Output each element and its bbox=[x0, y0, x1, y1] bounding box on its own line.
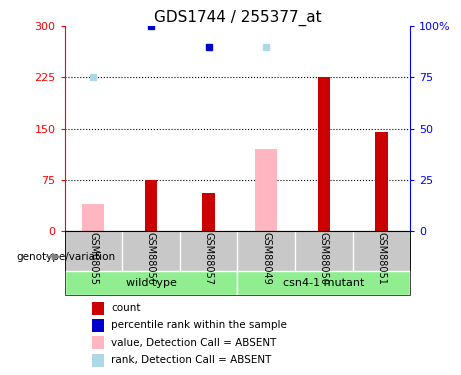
Text: GSM88055: GSM88055 bbox=[89, 232, 98, 285]
Bar bbox=[65, 231, 410, 271]
Bar bbox=[65, 271, 237, 295]
Bar bbox=[145, 180, 157, 231]
Text: count: count bbox=[111, 303, 141, 313]
Bar bbox=[92, 319, 104, 332]
Text: csn4-1 mutant: csn4-1 mutant bbox=[283, 278, 365, 288]
Title: GDS1744 / 255377_at: GDS1744 / 255377_at bbox=[154, 10, 321, 26]
Bar bbox=[202, 194, 215, 231]
Bar bbox=[83, 204, 104, 231]
Bar bbox=[92, 302, 104, 315]
Text: percentile rank within the sample: percentile rank within the sample bbox=[111, 321, 287, 330]
Text: GSM88057: GSM88057 bbox=[204, 232, 213, 285]
Bar bbox=[237, 271, 410, 295]
Bar bbox=[318, 78, 330, 231]
Text: rank, Detection Call = ABSENT: rank, Detection Call = ABSENT bbox=[111, 355, 272, 365]
Text: genotype/variation: genotype/variation bbox=[16, 252, 115, 262]
Text: GSM88050: GSM88050 bbox=[319, 232, 329, 285]
Text: GSM88051: GSM88051 bbox=[377, 232, 386, 285]
Text: value, Detection Call = ABSENT: value, Detection Call = ABSENT bbox=[111, 338, 277, 348]
Bar bbox=[92, 354, 104, 367]
Bar bbox=[92, 336, 104, 350]
Bar bbox=[255, 149, 277, 231]
Text: wild type: wild type bbox=[125, 278, 177, 288]
Text: GSM88049: GSM88049 bbox=[261, 232, 271, 285]
Bar bbox=[375, 132, 388, 231]
Text: GSM88056: GSM88056 bbox=[146, 232, 156, 285]
